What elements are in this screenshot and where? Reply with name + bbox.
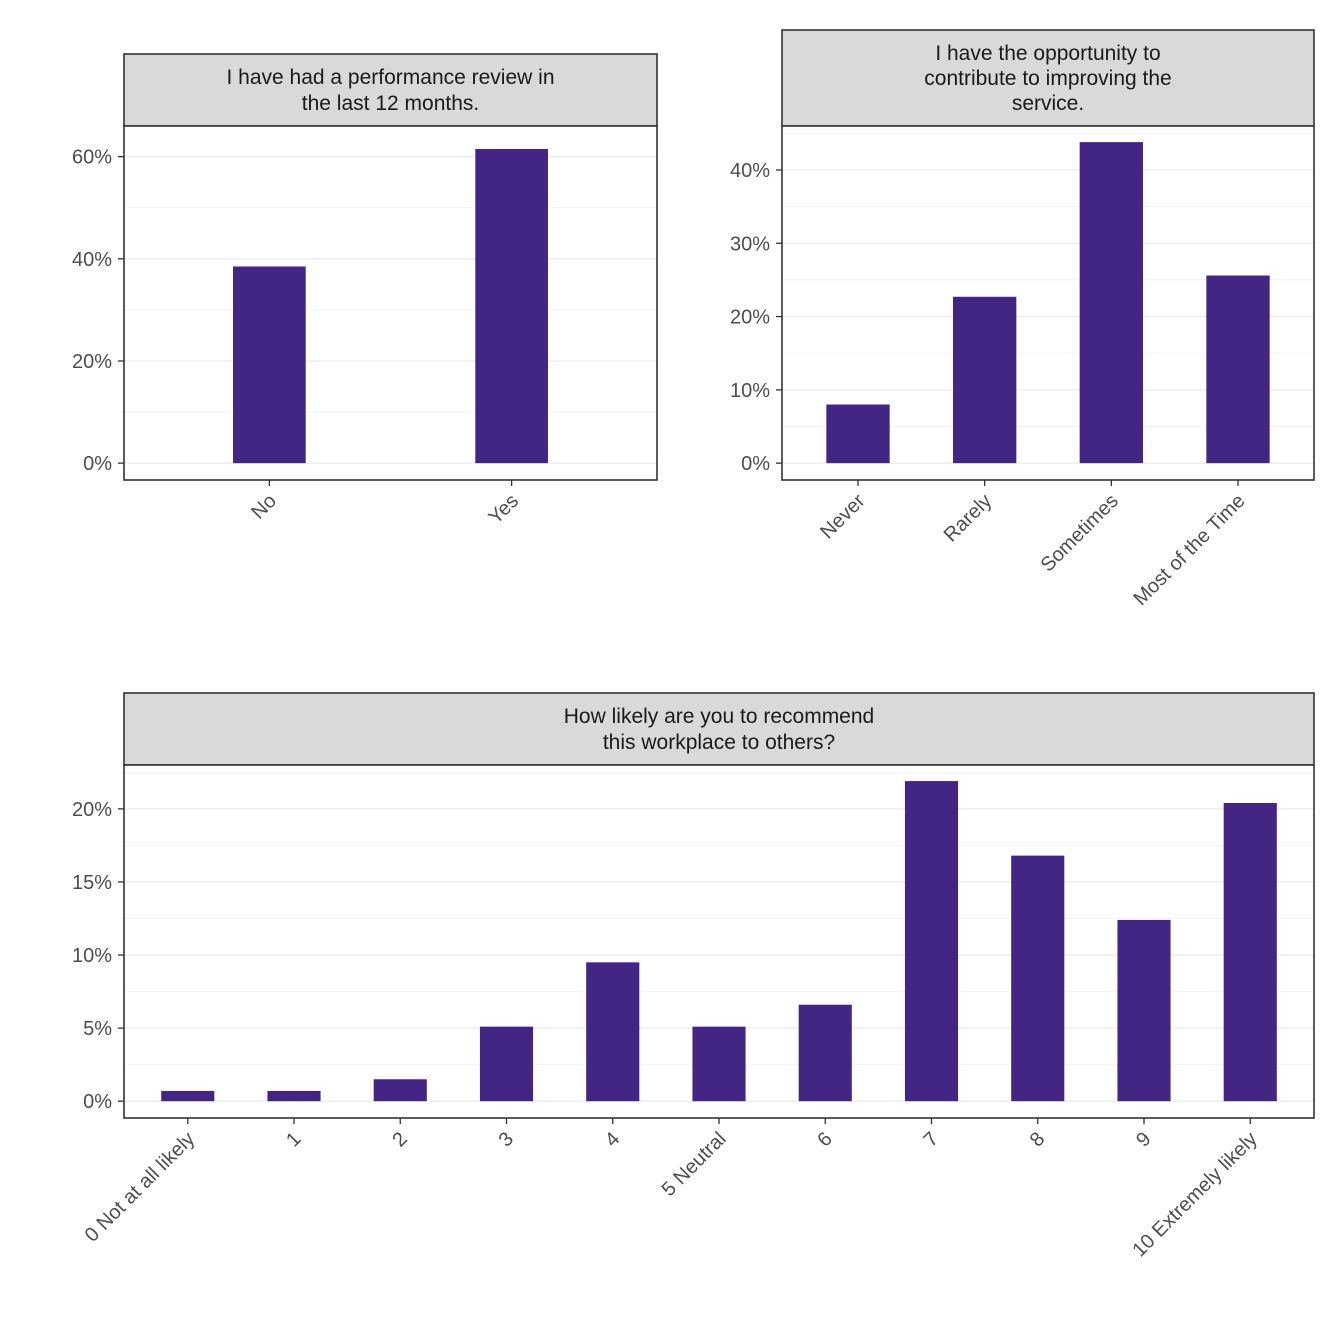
y-tick-label: 0% — [83, 1091, 112, 1113]
bar-sometimes — [1079, 142, 1143, 464]
x-tick-label: Never — [816, 490, 870, 544]
panel-title-line: this workplace to others? — [603, 731, 835, 754]
y-tick-label: 20% — [72, 799, 112, 821]
y-tick-label: 0% — [741, 453, 770, 475]
panel-title-strip — [123, 692, 1315, 766]
bar-rarely — [953, 296, 1017, 464]
y-tick-label: 5% — [83, 1018, 112, 1040]
x-tick-label: Sometimes — [1037, 490, 1123, 576]
x-tick-label: 5 Neutral — [658, 1128, 731, 1201]
x-tick-label: Yes — [485, 490, 524, 529]
panel-recommend-workplace: How likely are you to recommend this work… — [72, 692, 1315, 1261]
bar-2 — [373, 1079, 427, 1102]
panel-title-line: contribute to improving the — [924, 67, 1171, 90]
y-tick-label: 20% — [730, 307, 770, 329]
x-tick-label: 9 — [1132, 1128, 1155, 1151]
y-tick-label: 20% — [72, 351, 112, 373]
panel-title-line: service. — [1012, 92, 1084, 115]
bar-0-not-at-all-likely — [161, 1090, 215, 1102]
bar-7 — [904, 781, 959, 1102]
y-tick-label: 40% — [730, 160, 770, 182]
x-tick-label: No — [247, 490, 281, 524]
x-tick-label: Rarely — [940, 490, 996, 546]
y-tick-label: 15% — [72, 872, 112, 894]
y-tick-label: 60% — [72, 147, 112, 169]
y-tick-label: 0% — [83, 453, 112, 475]
x-tick-label: 2 — [388, 1128, 411, 1151]
bar-4 — [586, 962, 640, 1102]
bar-10-extremely-likely — [1223, 803, 1277, 1102]
y-tick-label: 10% — [72, 945, 112, 967]
bar-8 — [1011, 855, 1065, 1102]
x-tick-label: 6 — [813, 1128, 836, 1151]
x-tick-label: 7 — [920, 1128, 943, 1151]
y-tick-label: 40% — [72, 249, 112, 271]
y-tick-label: 30% — [730, 233, 770, 255]
plot-background — [124, 126, 657, 480]
bar-never — [826, 404, 890, 464]
bar-3 — [479, 1026, 534, 1102]
x-tick-label: 8 — [1026, 1128, 1049, 1151]
panel-title-strip — [781, 29, 1315, 127]
panel-border — [123, 125, 658, 481]
bar-9 — [1117, 919, 1171, 1102]
bar-yes — [475, 148, 548, 464]
x-tick-label: 4 — [601, 1128, 624, 1151]
x-tick-label: 3 — [495, 1128, 518, 1151]
panel-title-line: I have the opportunity to — [935, 42, 1160, 65]
bar-5-neutral — [692, 1026, 746, 1102]
x-tick-label: Most of the Time — [1129, 490, 1249, 610]
panel-performance-review: I have had a performance review in the la… — [72, 53, 658, 529]
y-tick-label: 10% — [730, 380, 770, 402]
bar-1 — [267, 1090, 321, 1102]
bar-6 — [798, 1004, 852, 1102]
panel-title-line: the last 12 months. — [302, 92, 479, 115]
bar-most-of-the-time — [1206, 275, 1270, 464]
panel-title-line: How likely are you to recommend — [564, 705, 874, 728]
panel-title-strip — [123, 53, 658, 127]
bar-no — [233, 266, 306, 464]
panel-border — [781, 125, 1315, 481]
panel-title-line: I have had a performance review in — [226, 66, 554, 89]
x-tick-label: 0 Not at all likely — [81, 1128, 200, 1247]
x-tick-label: 1 — [282, 1128, 305, 1151]
